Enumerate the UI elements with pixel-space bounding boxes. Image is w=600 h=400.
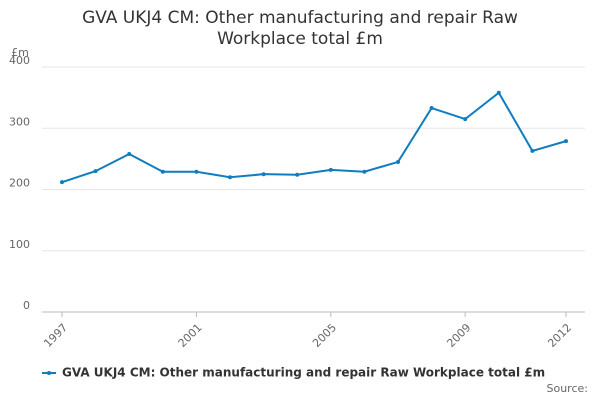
y-tick-label: 100 xyxy=(9,238,30,251)
point xyxy=(396,159,400,164)
point xyxy=(228,175,232,180)
point xyxy=(261,172,266,177)
y-tick-label: 300 xyxy=(9,115,30,128)
x-tick-label: 2005 xyxy=(310,321,339,350)
x-tick-label: 2001 xyxy=(176,321,205,350)
y-tick-label: 0 xyxy=(23,299,30,312)
chart-title: GVA UKJ4 CM: Other manufacturing and rep… xyxy=(82,8,518,49)
x-tick-label: 2009 xyxy=(444,321,473,350)
y-tick-label: 200 xyxy=(9,177,30,190)
point xyxy=(463,117,468,122)
legend-label: GVA UKJ4 CM: Other manufacturing and rep… xyxy=(62,366,545,380)
source: Source: xyxy=(547,382,589,395)
x-tick-label: 1997 xyxy=(41,321,70,350)
y-tick-label: 400 xyxy=(9,54,30,67)
line xyxy=(61,91,567,184)
x-tick-label: 2012 xyxy=(545,321,574,350)
point xyxy=(194,169,199,174)
point xyxy=(160,169,165,174)
point xyxy=(496,90,501,95)
point xyxy=(530,148,535,153)
y-axis-label: £m xyxy=(11,46,29,59)
point xyxy=(295,172,300,177)
point xyxy=(127,151,132,156)
legend-marker xyxy=(47,371,51,375)
point xyxy=(564,139,568,144)
point xyxy=(429,106,434,111)
point xyxy=(362,169,367,174)
point xyxy=(93,169,98,174)
point xyxy=(60,180,64,185)
point xyxy=(328,167,333,172)
